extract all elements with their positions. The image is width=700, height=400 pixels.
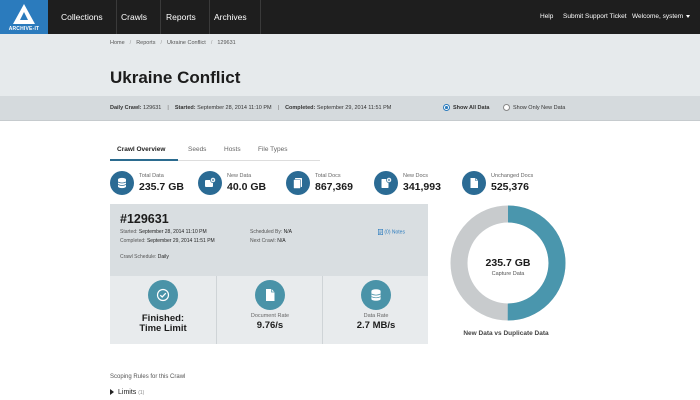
daily-crawl-id: 129631 — [143, 105, 162, 111]
next-crawl: Next Crawl: N/A — [250, 238, 286, 244]
limits-label: Limits — [118, 389, 137, 396]
breadcrumb-reports[interactable]: Reports — [136, 40, 156, 46]
user-menu[interactable]: Welcome, system — [632, 0, 691, 34]
status-line-2: Time Limit — [139, 323, 187, 334]
tab-file-types[interactable]: File Types — [258, 146, 288, 153]
stat-label: Total Data — [139, 173, 164, 179]
nav-archives[interactable]: Archives — [201, 0, 261, 34]
radio-selected-icon — [443, 104, 450, 111]
crawl-id: #129631 — [120, 212, 169, 226]
show-all-label: Show All Data — [453, 104, 490, 111]
capture-data-donut: 235.7 GB Capture Data — [450, 205, 566, 321]
nav-collections[interactable]: Collections — [48, 0, 117, 34]
crawl-started: Started: September 28, 2014 11:10 PM — [120, 229, 207, 235]
stat-label: New Data — [227, 173, 252, 179]
stat-value: 525,376 — [491, 181, 529, 193]
tab-crawl-overview[interactable]: Crawl Overview — [117, 146, 166, 153]
crawl-completed: Completed: September 29, 2014 11:51 PM — [120, 238, 215, 244]
caret-right-icon — [110, 389, 114, 396]
donut-new-segment — [450, 205, 566, 321]
help-link[interactable]: Help — [540, 13, 554, 20]
check-circle-icon — [148, 280, 178, 310]
crawl-details-card: #129631 Started: September 28, 2014 11:1… — [110, 204, 428, 276]
top-navigation-bar: ARCHIVE-IT Collections Crawls Reports Ar… — [0, 0, 700, 34]
support-ticket-link[interactable]: Submit Support Ticket — [563, 13, 627, 20]
notes-link[interactable]: (0) Notes — [378, 229, 405, 235]
metric-document-rate: Document Rate 9.76/s — [216, 276, 322, 344]
logo-text: ARCHIVE-IT — [8, 26, 40, 32]
started-date: September 28, 2014 11:10 PM — [197, 105, 272, 111]
tab-seeds[interactable]: Seeds — [188, 146, 207, 153]
radio-unselected-icon — [503, 104, 510, 111]
user-menu-label: Welcome, system — [632, 13, 684, 20]
metric-data-rate: Data Rate 2.7 MB/s — [322, 276, 428, 344]
stat-value: 867,369 — [315, 181, 353, 193]
breadcrumb-current: 129631 — [217, 40, 236, 46]
crawl-info-bar: Daily Crawl: 129631 | Started: September 2… — [0, 96, 700, 121]
note-icon — [378, 229, 384, 236]
chevron-down-icon — [686, 14, 691, 18]
archive-it-logo[interactable]: ARCHIVE-IT — [0, 0, 48, 34]
scoping-rules-title: Scoping Rules for this Crawl — [110, 374, 186, 380]
page-title: Ukraine Conflict — [110, 68, 241, 87]
donut-value: 235.7 GB — [486, 257, 531, 269]
stat-label: Unchanged Docs — [491, 173, 534, 179]
show-new-data-radio[interactable]: Show Only New Data — [503, 104, 565, 111]
stat-value: 40.0 GB — [227, 181, 267, 193]
notes-label: (0) Notes — [384, 229, 405, 236]
donut-caption: New Data vs Duplicate Data — [463, 330, 549, 337]
completed-date: September 29, 2014 11:51 PM — [316, 105, 392, 111]
database-icon — [110, 171, 134, 195]
new-documents-icon — [374, 171, 398, 195]
breadcrumb: Home / Reports / Ukraine Conflict/129631 — [110, 40, 236, 46]
tab-hosts[interactable]: Hosts — [224, 146, 241, 153]
data-rate-label: Data Rate — [363, 313, 389, 319]
unchanged-document-icon — [462, 171, 486, 195]
breadcrumb-collection[interactable]: Ukraine Conflict — [167, 40, 206, 46]
stat-value: 341,993 — [403, 181, 441, 193]
limits-count: (1) — [138, 390, 145, 396]
stat-label: Total Docs — [315, 173, 341, 179]
tab-divider — [110, 160, 320, 161]
show-all-data-radio[interactable]: Show All Data — [443, 104, 489, 111]
database-icon — [361, 280, 391, 310]
show-new-label: Show Only New Data — [513, 104, 566, 111]
donut-label: Capture Data — [492, 271, 526, 277]
nav-crawls[interactable]: Crawls — [108, 0, 161, 34]
crawl-summary: Daily Crawl: 129631 | Started: September 2… — [110, 105, 392, 111]
active-tab-indicator — [110, 159, 178, 161]
doc-rate-label: Document Rate — [250, 313, 290, 319]
documents-icon — [286, 171, 310, 195]
new-data-icon — [198, 171, 222, 195]
stat-label: New Docs — [403, 173, 429, 179]
crawl-schedule: Crawl Schedule: Daily — [120, 254, 169, 260]
document-icon — [255, 280, 285, 310]
status-line-1: Finished: — [141, 313, 185, 324]
breadcrumb-home[interactable]: Home — [110, 40, 125, 46]
nav-reports[interactable]: Reports — [153, 0, 210, 34]
metric-status: Finished: Time Limit — [110, 276, 216, 344]
scheduled-by: Scheduled By: N/A — [250, 229, 292, 235]
page-header: Home / Reports / Ukraine Conflict/129631 Ukr… — [0, 34, 700, 96]
stat-value: 235.7 GB — [139, 181, 184, 193]
doc-rate-value: 9.76/s — [256, 320, 284, 331]
logo-a-icon — [13, 4, 35, 24]
limits-toggle[interactable]: Limits (1) — [110, 389, 144, 396]
data-rate-value: 2.7 MB/s — [356, 320, 396, 331]
crawl-metrics-panel: Finished: Time Limit Document Rate 9.76/… — [110, 276, 428, 344]
